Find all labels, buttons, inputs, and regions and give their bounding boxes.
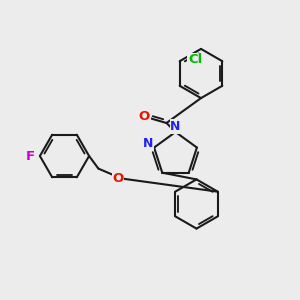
Text: O: O <box>139 110 150 124</box>
Text: O: O <box>112 172 124 185</box>
Text: N: N <box>143 137 153 150</box>
Text: Cl: Cl <box>188 53 202 66</box>
Text: N: N <box>170 120 181 133</box>
Text: F: F <box>26 149 34 163</box>
